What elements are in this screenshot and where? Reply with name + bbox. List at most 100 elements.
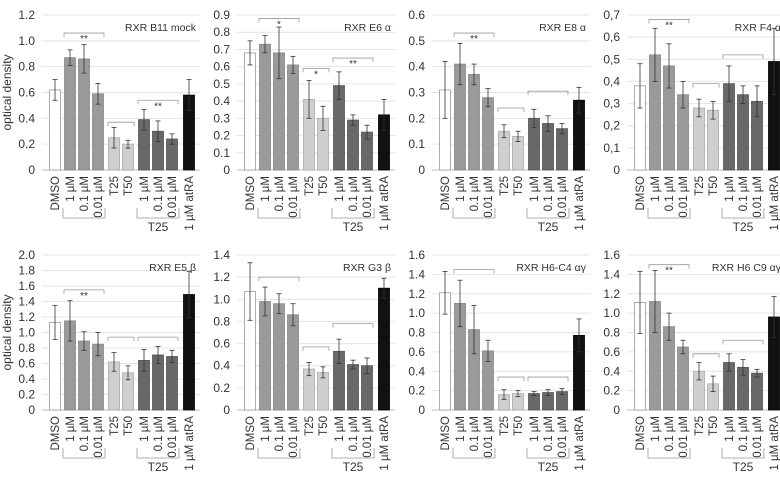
bar (78, 340, 90, 411)
y-tick-label: 2.0 (18, 248, 35, 262)
significance-bracket (107, 121, 135, 127)
group-bracket (526, 208, 570, 219)
x-tick-label: 0.1 µM (664, 176, 676, 211)
significance-bracket (332, 57, 374, 63)
group-bracket (647, 208, 691, 219)
group-label: T25 (343, 460, 364, 474)
significance-bracket (497, 376, 525, 382)
x-tick-label: T50 (708, 416, 720, 436)
chart-title: RXR H6-C4 αγ (516, 262, 586, 274)
y-tick-label: 1.0 (408, 306, 425, 320)
y-tick-label: 1.4 (213, 248, 230, 262)
y-tick-label: 1.2 (18, 310, 35, 324)
group-bracket (136, 208, 180, 219)
x-tick-label: 0.01 µM (557, 176, 569, 218)
y-tick-label: 0.1 (408, 137, 425, 151)
bar (287, 64, 299, 171)
x-tick-label: 1 µM (260, 416, 272, 442)
x-tick-label: 0.1 µM (79, 416, 91, 451)
x-tick-label: 0.01 µM (167, 176, 179, 218)
y-tick-label: 0.4 (18, 372, 35, 386)
x-tick-label: DMSO (635, 416, 647, 451)
group-bracket (721, 448, 765, 459)
x-tick-label: 0.1 µM (738, 176, 750, 211)
x-tick-label: 0.1 µM (469, 176, 481, 211)
y-tick-label: 0.4 (213, 359, 230, 373)
significance-label: ** (80, 34, 88, 45)
significance-label: ** (665, 266, 673, 277)
x-tick-label: 0.01 µM (678, 416, 690, 458)
x-tick-label: 1 µM (65, 416, 77, 442)
significance-bracket (107, 336, 135, 342)
y-tick-label: 0 (28, 163, 35, 177)
group-bracket (331, 448, 375, 459)
bar (273, 303, 285, 411)
significance-label: * (314, 69, 318, 80)
x-tick-label: 1 µM (334, 416, 346, 442)
group-bracket (452, 208, 496, 219)
x-tick-label: T25 (499, 416, 511, 436)
y-tick-label: 0.5 (408, 34, 425, 48)
x-tick-label: DMSO (440, 416, 452, 451)
y-tick-label: 1.0 (213, 292, 230, 306)
x-tick-label: T25 (694, 176, 706, 196)
y-tick-label: 1.0 (18, 34, 35, 48)
significance-label: ** (349, 59, 357, 70)
chart-title: RXR B11 mock (125, 22, 197, 34)
y-tick-label: 0,4 (603, 74, 620, 88)
significance-bracket (302, 346, 330, 351)
significance-bracket (648, 264, 690, 269)
y-tick-label: 0.7 (213, 42, 230, 56)
y-tick-label: 0 (613, 163, 620, 177)
x-tick-label: 0.1 µM (738, 416, 750, 451)
y-tick-label: 1.8 (18, 264, 35, 278)
y-tick-label: 1.2 (603, 287, 620, 301)
x-tick-label: 1 µM atRA (184, 176, 196, 231)
significance-bracket (497, 107, 525, 112)
x-tick-label: 1 µM (139, 176, 151, 202)
y-tick-label: 0 (28, 403, 35, 417)
y-tick-label: 0,7 (603, 8, 620, 22)
bar (468, 74, 480, 171)
significance-bracket (63, 32, 105, 38)
group-bracket (62, 448, 106, 459)
x-tick-label: 1 µM atRA (769, 416, 780, 471)
y-tick-label: 0,1 (603, 141, 620, 155)
group-bracket (136, 448, 180, 459)
significance-bracket (648, 19, 690, 24)
bar (737, 94, 749, 171)
significance-bracket (692, 83, 720, 88)
x-tick-label: T25 (109, 416, 121, 436)
x-tick-label: 1 µM (334, 176, 346, 202)
x-tick-label: 0.01 µM (678, 176, 690, 218)
y-tick-label: 0.4 (408, 364, 425, 378)
x-tick-label: T50 (513, 416, 525, 436)
y-tick-label: 0.2 (408, 111, 425, 125)
x-tick-label: 0.1 µM (543, 176, 555, 211)
bar (244, 52, 256, 171)
x-tick-label: 0.1 µM (153, 176, 165, 211)
x-tick-label: 1 µM atRA (379, 176, 391, 231)
y-tick-label: 0,2 (603, 119, 620, 133)
group-label: T25 (538, 220, 559, 234)
significance-bracket (302, 67, 330, 73)
x-tick-label: DMSO (440, 176, 452, 211)
x-tick-label: 0.1 µM (664, 416, 676, 451)
x-tick-label: T25 (304, 176, 316, 196)
x-tick-label: 0.1 µM (348, 416, 360, 451)
x-tick-label: 0.01 µM (93, 176, 105, 218)
significance-bracket (332, 323, 374, 328)
x-tick-label: 0.01 µM (557, 416, 569, 458)
significance-bracket (527, 90, 569, 96)
y-tick-label: 0 (223, 163, 230, 177)
y-tick-label: 0.2 (408, 384, 425, 398)
significance-bracket (722, 54, 764, 59)
group-label: T25 (148, 460, 169, 474)
y-tick-label: 0.9 (213, 8, 230, 22)
y-tick-label: 0.2 (213, 129, 230, 143)
y-tick-label: 1.6 (408, 248, 425, 262)
x-tick-label: 1 µM atRA (184, 416, 196, 471)
bar (49, 89, 61, 171)
y-tick-label: 0.2 (18, 137, 35, 151)
